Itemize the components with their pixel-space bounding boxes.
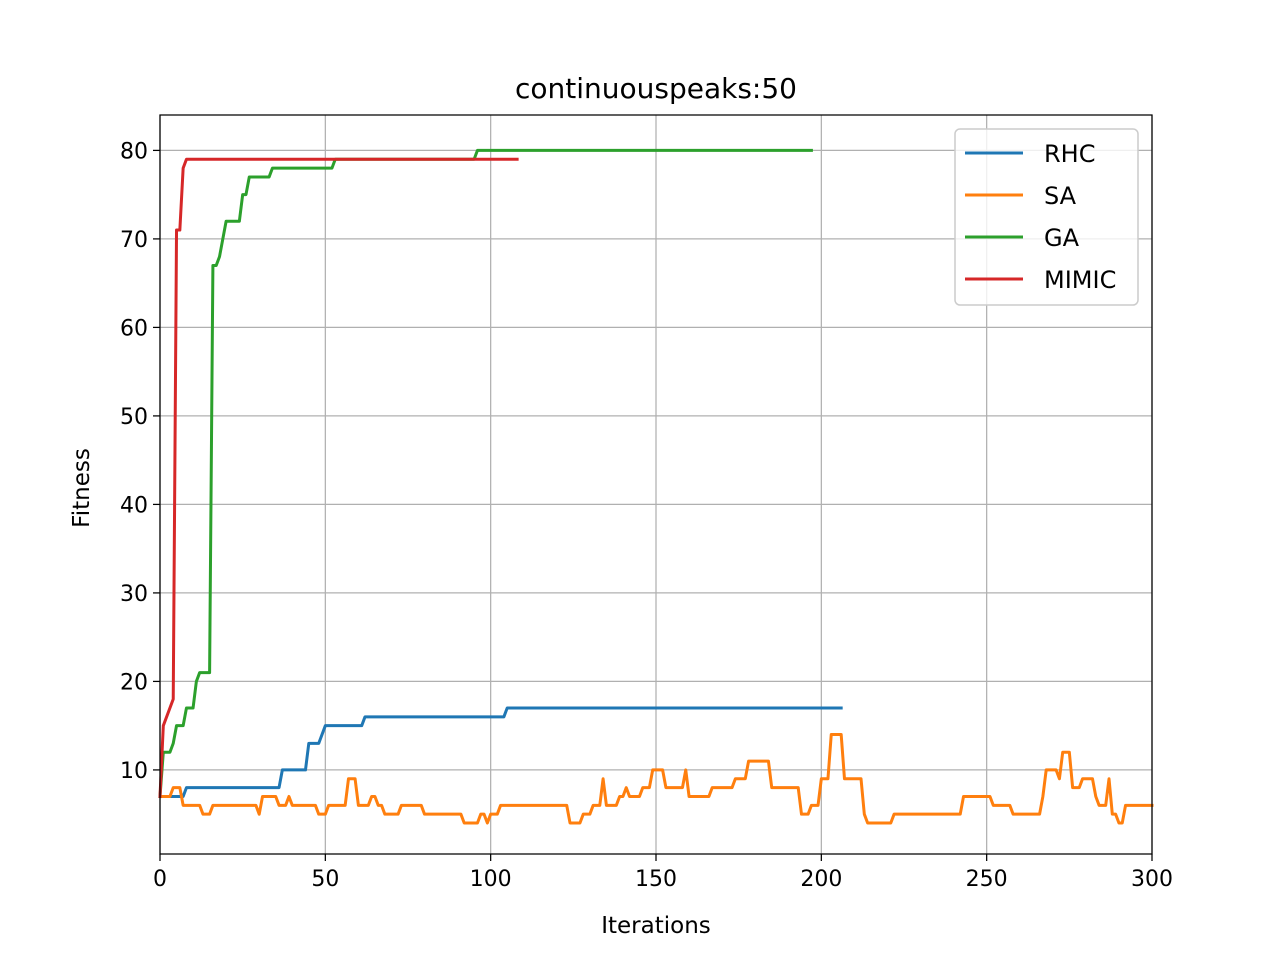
series-line-sa bbox=[158, 733, 1154, 825]
y-tick-label: 20 bbox=[120, 670, 148, 695]
x-tick-label: 300 bbox=[1131, 867, 1173, 892]
y-axis-label: Fitness bbox=[69, 448, 95, 528]
legend-label-sa: SA bbox=[1044, 182, 1077, 210]
series-lines bbox=[158, 148, 1154, 825]
y-tick-label: 70 bbox=[120, 228, 148, 253]
y-tick-label: 60 bbox=[120, 316, 148, 341]
legend: RHC SA GA MIMIC bbox=[954, 128, 1139, 306]
legend-box bbox=[954, 128, 1139, 306]
x-tick-label: 0 bbox=[153, 867, 167, 892]
chart-title: continuouspeaks:50 bbox=[515, 72, 797, 105]
x-axis-label: Iterations bbox=[601, 913, 711, 939]
ticks: 0 50 100 150 200 250 300 10 20 30 40 50 60 70 80 bbox=[120, 139, 1173, 892]
legend-label-ga: GA bbox=[1044, 224, 1080, 252]
x-tick-label: 200 bbox=[800, 867, 842, 892]
series-line-ga bbox=[158, 148, 813, 799]
legend-label-mimic: MIMIC bbox=[1044, 266, 1116, 294]
series-line-mimic bbox=[158, 157, 519, 799]
y-tick-label: 40 bbox=[120, 493, 148, 518]
y-tick-label: 80 bbox=[120, 139, 148, 164]
x-tick-label: 250 bbox=[966, 867, 1008, 892]
y-tick-label: 30 bbox=[120, 582, 148, 607]
series-line-rhc bbox=[158, 706, 843, 798]
x-tick-label: 50 bbox=[311, 867, 339, 892]
y-tick-label: 10 bbox=[120, 759, 148, 784]
x-tick-label: 100 bbox=[470, 867, 512, 892]
legend-label-rhc: RHC bbox=[1044, 140, 1095, 168]
x-tick-label: 150 bbox=[635, 867, 677, 892]
y-tick-label: 50 bbox=[120, 405, 148, 430]
